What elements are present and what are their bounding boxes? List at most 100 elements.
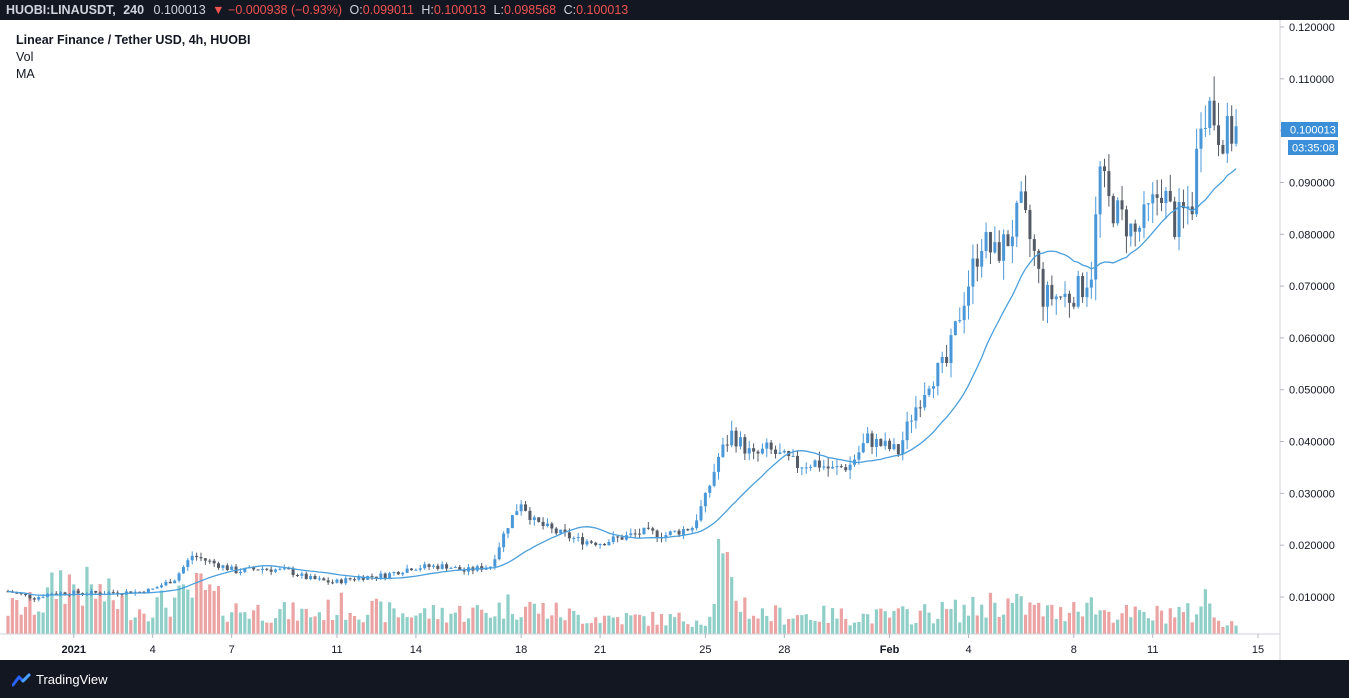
volume-bar [335,614,339,634]
volume-bar [256,604,260,634]
candle-body [708,485,712,493]
volume-bar [458,605,462,634]
candle-body [1010,236,1014,247]
price-tick-label: 0.110000 [1289,74,1334,86]
volume-bar [1216,620,1221,634]
volume-bar [133,617,137,634]
volume-bar [686,624,690,634]
candle-body [677,530,681,535]
volume-bar [809,619,813,634]
candle-body [1081,275,1085,298]
candle-body [760,448,764,454]
candle-body [550,523,554,529]
candle-body [1120,200,1124,210]
volume-bar [379,601,383,634]
volume-bar [931,623,936,634]
candle-body [752,448,756,452]
last-price-tag: 0.100013 03:35:08 [1281,122,1338,155]
volume-bar [173,597,177,634]
candle-body [848,464,852,471]
candle-body [1142,204,1146,228]
volume-bar [532,603,536,634]
volume-bar [708,616,712,634]
candle-body [721,444,725,457]
volume-bar [765,615,769,634]
volume-bar [695,620,699,634]
volume-bar [234,603,238,634]
volume-bar [1063,621,1067,634]
volume-bar [159,590,164,634]
interval-value[interactable]: 240 [123,3,145,17]
ma-indicator-label[interactable]: MA [16,67,35,81]
candle-body [958,320,962,322]
volume-bar [32,614,36,634]
volume-bar [940,602,944,634]
candle-body [177,573,181,581]
candle-body [809,466,813,468]
volume-bar [309,617,313,634]
candle-body [28,595,32,599]
candle-body [1208,100,1212,128]
candle-body [1138,227,1142,232]
candle-body [1037,250,1041,269]
candle-body [94,590,98,593]
candle-body [931,386,935,389]
volume-bar [423,608,427,634]
volume-bar [155,597,159,634]
symbol-name[interactable]: HUOBI:LINAUSDT, [6,3,116,17]
candle-body [699,506,703,521]
volume-bar [1190,622,1194,634]
tradingview-logo[interactable]: TradingView [12,672,108,687]
volume-bar [651,611,655,634]
time-tick-label: 7 [229,644,235,656]
volume-bar [129,620,133,634]
volume-bar [848,625,852,634]
volume-bar [243,612,247,634]
candle-body [199,557,203,559]
candle-body [59,592,63,595]
candle-body [734,430,738,447]
candle-body [1063,293,1067,297]
candle-body [537,517,541,522]
volume-bar [502,618,506,634]
volume-bar [1230,621,1234,634]
candle-body [129,591,133,594]
volume-bar [10,598,14,634]
volume-bar [1203,589,1207,634]
volume-bar [80,605,85,634]
volume-bar [1120,613,1124,634]
candle-body [252,567,256,570]
candle-body [304,573,308,580]
candle-body [646,527,650,529]
candle-body [1089,279,1093,288]
volume-bar [1006,598,1010,634]
candle-body [493,559,497,567]
candle-body [1234,126,1238,144]
time-tick-label: 8 [1071,644,1077,656]
volume-bar [405,617,409,634]
candle-body [322,578,326,581]
candle-body [63,592,67,595]
volume-bar [1111,622,1115,634]
volume-bar [1116,619,1120,634]
volume-bar [795,615,800,634]
candle-body [940,356,944,364]
volume-bar [892,610,896,634]
candle-body [54,593,58,595]
time-axis[interactable]: 2021 4 7 11 14 18 21 25 28 Feb 4 8 11 15 [62,634,1265,656]
candle-body [681,529,685,535]
candle-body [32,598,36,600]
candle-body [81,593,85,595]
candle-body [1133,223,1137,232]
low-label: L: [493,3,504,17]
volume-bar [664,625,668,634]
volume-indicator-label[interactable]: Vol [16,50,34,64]
moving-average-line [7,168,1237,596]
price-chart[interactable]: 0.1200000.1100000.1000000.0900000.080000… [0,20,1349,660]
chart-title[interactable]: Linear Finance / Tether USD, 4h, HUOBI [16,33,251,47]
volume-bar [800,615,804,634]
candle-body [431,565,435,567]
volume-bar [984,617,988,634]
volume-bar [1019,596,1023,634]
volume-bar [747,618,751,634]
